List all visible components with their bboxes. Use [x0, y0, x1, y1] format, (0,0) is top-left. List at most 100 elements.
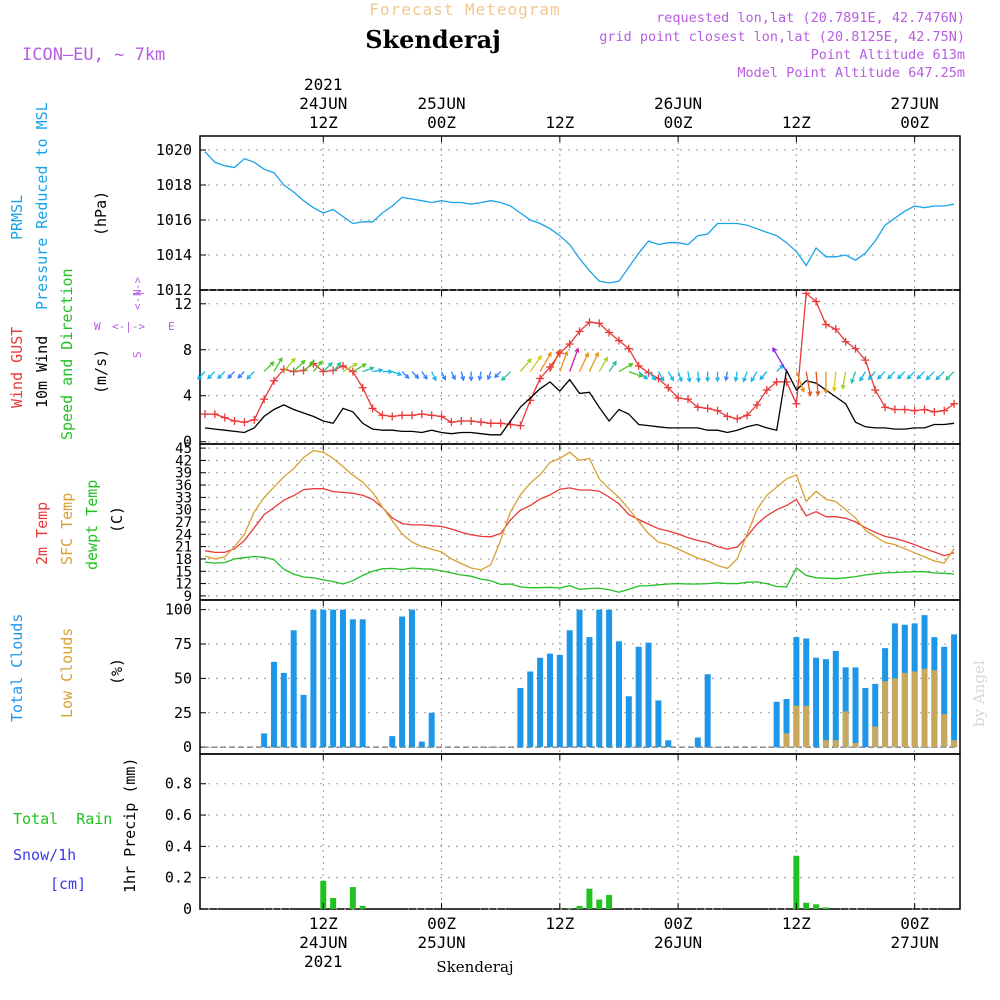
- wind-direction-arrow: [246, 371, 255, 380]
- total-cloud-bar: [842, 667, 849, 748]
- wind-direction-arrow: [598, 356, 609, 372]
- wind-arrow-shaft: [907, 371, 916, 380]
- wind-arrow-shaft: [559, 351, 568, 372]
- top-time-label: 24JUN: [299, 94, 347, 113]
- gust-marker: [900, 405, 909, 414]
- wind-direction-arrow: [486, 371, 492, 381]
- wind-arrow-shaft: [569, 348, 579, 372]
- wind-10m-label: 10m Wind: [33, 336, 51, 408]
- top-time-label: 26JUN: [654, 94, 702, 113]
- wind-arrow-head: [759, 375, 765, 381]
- wind-direction-arrow: [759, 371, 768, 381]
- wind-arrow-head: [651, 375, 657, 381]
- gust-marker: [772, 377, 781, 386]
- wind-arrow-head: [638, 373, 644, 378]
- wind-direction-arrow: [925, 371, 935, 381]
- wind-arrow-shaft: [207, 371, 216, 379]
- wind-arrow-head: [925, 375, 931, 381]
- gust-marker: [861, 356, 870, 365]
- y-tick-label: 21: [175, 540, 192, 556]
- wind-arrow-head: [831, 386, 837, 393]
- gust-marker: [693, 403, 702, 412]
- compass-rose: W E N S <-|-> <-|->: [94, 277, 175, 358]
- rain-bar: [586, 888, 593, 909]
- wind-arrow-shaft: [539, 352, 552, 372]
- gust-marker: [260, 395, 269, 404]
- wind-direction-arrow: [477, 371, 483, 382]
- top-time-label: 00Z: [664, 113, 693, 132]
- total-cloud-bar: [320, 609, 327, 748]
- compass-n: N: [131, 289, 144, 296]
- bottom-time-label: 00Z: [427, 914, 456, 933]
- wind-direction-arrow: [887, 371, 896, 380]
- wind-direction-arrow: [750, 371, 758, 383]
- wind-direction-arrow: [529, 354, 542, 372]
- gust-marker: [388, 412, 397, 421]
- top-time-label: 12Z: [782, 113, 811, 132]
- gust-marker: [368, 404, 377, 413]
- gust-marker: [752, 400, 761, 409]
- wind-direction-arrow: [677, 371, 683, 383]
- wind-gust-line: [205, 292, 955, 427]
- bottom-time-label: 24JUN: [299, 933, 347, 952]
- gust-marker: [516, 421, 525, 430]
- gust-marker: [536, 374, 545, 383]
- wind-arrow-shaft: [197, 371, 206, 380]
- wind-arrow-shaft: [246, 371, 255, 380]
- wind-arrow-shaft: [687, 371, 691, 382]
- gust-marker: [467, 417, 476, 426]
- wind-arrow-head: [361, 363, 367, 368]
- wind-arrow-head: [945, 375, 951, 381]
- wind-arrow-shaft: [815, 371, 819, 395]
- bottom-time-label: 27JUN: [891, 933, 939, 952]
- gust-marker: [329, 366, 338, 375]
- wind-direction-arrow: [332, 361, 342, 373]
- wind-arrow-shaft: [648, 371, 656, 381]
- compass-cross-h: <-|->: [112, 320, 145, 333]
- wind-arrow-shaft: [887, 371, 896, 379]
- gust-marker: [220, 413, 229, 422]
- y-tick-label: 1018: [156, 176, 192, 194]
- wind-direction-arrow: [569, 347, 580, 372]
- wind-arrow-shaft: [842, 371, 847, 389]
- wind-arrow-head: [309, 360, 315, 366]
- wind-direction-arrow: [431, 371, 437, 382]
- wind-arrow-head: [807, 391, 813, 397]
- gust-marker: [683, 395, 692, 404]
- gust-marker: [634, 361, 643, 370]
- gust-marker: [250, 415, 259, 424]
- total-cloud-bar: [872, 683, 879, 748]
- bottom-time-label: 00Z: [664, 914, 693, 933]
- gust-marker: [299, 366, 308, 375]
- wind-arrow-shaft: [697, 371, 700, 382]
- wind-direction-arrow: [876, 371, 886, 380]
- wind-arrow-shaft: [519, 358, 532, 373]
- snow-unit: [cm]: [50, 875, 86, 893]
- wind-arrow-shaft: [529, 355, 542, 372]
- wind-direction-arrow: [382, 369, 394, 375]
- clouds-low-label: Low Clouds: [58, 628, 76, 718]
- wind-direction-arrow: [549, 348, 561, 372]
- clouds-unit: (%): [108, 658, 126, 685]
- gust-marker: [358, 383, 367, 392]
- wind-arrow-head: [269, 361, 275, 367]
- wind-arrow-shaft: [237, 371, 245, 379]
- wind-arrow-shaft: [638, 371, 648, 380]
- y-tick-label: 36: [175, 478, 192, 494]
- total-cloud-bar: [694, 737, 701, 748]
- wind-arrow-shaft: [657, 371, 665, 381]
- total-cloud-bar: [389, 736, 396, 748]
- wind-arrow-shaft: [342, 363, 358, 373]
- wind-direction-arrow: [776, 363, 785, 373]
- bottom-time-label: 00Z: [900, 914, 929, 933]
- wind-arrow-head: [823, 389, 829, 395]
- low-cloud-bar: [882, 681, 889, 748]
- gust-marker: [378, 411, 387, 420]
- total-cloud-bar: [349, 619, 356, 748]
- total-cloud-bar: [527, 671, 534, 748]
- wind-arrow-head: [612, 360, 617, 366]
- y-tick-label: 1012: [156, 281, 192, 299]
- wind-arrow-head: [678, 377, 683, 383]
- total-cloud-bar: [428, 712, 435, 748]
- wind-direction-arrow: [618, 363, 634, 373]
